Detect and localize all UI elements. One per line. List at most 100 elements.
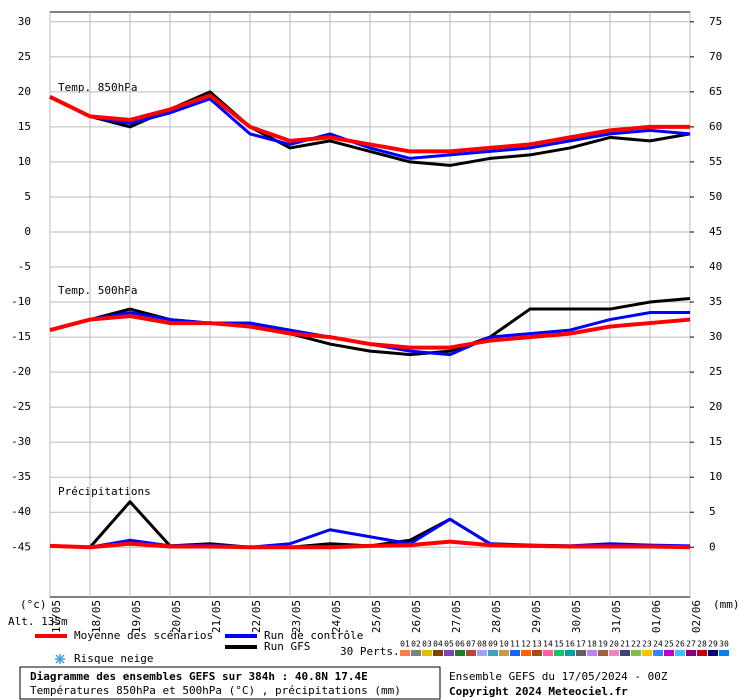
- y2-tick-label: 15: [709, 435, 722, 448]
- snow-icon: [55, 654, 65, 664]
- pert-label: 10: [499, 640, 509, 649]
- x-tick-label: 25/05: [370, 600, 383, 633]
- pert-label: 26: [675, 640, 685, 649]
- series-line: [49, 93, 690, 154]
- y2-tick-label: 70: [709, 50, 722, 63]
- pert-label: 27: [686, 640, 696, 649]
- y-tick-label: 10: [18, 155, 31, 168]
- legend-label: Run GFS: [264, 640, 310, 653]
- x-tick-label: 29/05: [530, 600, 543, 633]
- x-tick-label: 28/05: [490, 600, 503, 633]
- pert-label: 21: [620, 640, 630, 649]
- panel-label: Précipitations: [58, 485, 151, 498]
- pert-swatch: [554, 650, 564, 656]
- pert-swatch: [565, 650, 575, 656]
- y-tick-label: -5: [18, 260, 31, 273]
- pert-label: 07: [466, 640, 476, 649]
- perts-label: 30 Perts.: [340, 645, 400, 658]
- x-tick-label: 31/05: [610, 600, 623, 633]
- x-tick-label: 17/05: [50, 600, 63, 633]
- pert-label: 30: [719, 640, 729, 649]
- y2-tick-label: 30: [709, 330, 722, 343]
- y2-tick-label: 25: [709, 365, 722, 378]
- pert-label: 02: [411, 640, 421, 649]
- pert-swatch: [609, 650, 619, 656]
- pert-label: 18: [587, 640, 597, 649]
- x-tick-label: 27/05: [450, 600, 463, 633]
- panel-label: Temp. 500hPa: [58, 284, 137, 297]
- y2-tick-label: 20: [709, 400, 722, 413]
- x-tick-label: 26/05: [410, 600, 423, 633]
- x-tick-label: 18/05: [90, 600, 103, 633]
- y2-tick-label: 45: [709, 225, 722, 238]
- footer-title: Diagramme des ensembles GEFS sur 384h : …: [30, 670, 368, 683]
- pert-swatch: [576, 650, 586, 656]
- x-tick-label: 02/06: [690, 600, 703, 633]
- pert-label: 04: [433, 640, 443, 649]
- pert-swatch: [598, 650, 608, 656]
- y-tick-label: -25: [11, 400, 31, 413]
- pert-swatch: [422, 650, 432, 656]
- y-tick-label: -20: [11, 365, 31, 378]
- y2-tick-label: 0: [709, 540, 716, 553]
- pert-label: 22: [631, 640, 641, 649]
- series-line: [49, 539, 691, 550]
- series-line: [49, 95, 691, 160]
- pert-swatch: [620, 650, 630, 656]
- y-tick-label: -10: [11, 295, 31, 308]
- x-tick-label: 20/05: [170, 600, 183, 633]
- pert-label: 28: [697, 640, 707, 649]
- snow-label: Risque neige: [74, 652, 153, 665]
- pert-swatch: [510, 650, 520, 656]
- y2-tick-label: 65: [709, 85, 722, 98]
- pert-label: 13: [532, 640, 542, 649]
- run-info: Ensemble GEFS du 17/05/2024 - 00Z: [449, 670, 668, 683]
- pert-label: 06: [455, 640, 465, 649]
- copyright: Copyright 2024 Meteociel.fr: [449, 685, 628, 698]
- y-tick-label: 15: [18, 120, 31, 133]
- pert-swatch: [697, 650, 707, 656]
- pert-label: 14: [543, 640, 553, 649]
- pert-swatch: [708, 650, 718, 656]
- x-tick-label: 19/05: [130, 600, 143, 633]
- y-axis-label: (°c): [20, 598, 47, 611]
- legend-label: Run de contrôle: [264, 629, 363, 642]
- x-tick-label: 30/05: [570, 600, 583, 633]
- pert-label: 23: [642, 640, 652, 649]
- x-tick-label: 23/05: [290, 600, 303, 633]
- pert-label: 12: [521, 640, 531, 649]
- x-tick-label: 24/05: [330, 600, 343, 633]
- pert-swatch: [642, 650, 652, 656]
- panel-label: Temp. 850hPa: [58, 81, 137, 94]
- pert-label: 20: [609, 640, 619, 649]
- y-tick-label: 20: [18, 85, 31, 98]
- y-tick-label: -30: [11, 435, 31, 448]
- y2-axis-label: (mm): [713, 598, 740, 611]
- y2-tick-label: 55: [709, 155, 722, 168]
- pert-swatch: [455, 650, 465, 656]
- pert-swatch: [664, 650, 674, 656]
- legend-label: Moyenne des scénarios: [74, 629, 213, 642]
- pert-swatch: [719, 650, 729, 656]
- pert-swatch: [532, 650, 542, 656]
- pert-swatch: [675, 650, 685, 656]
- pert-swatch: [477, 650, 487, 656]
- y-tick-label: 5: [24, 190, 31, 203]
- pert-label: 03: [422, 640, 432, 649]
- y2-tick-label: 10: [709, 470, 722, 483]
- y-tick-label: -45: [11, 540, 31, 553]
- pert-label: 19: [598, 640, 608, 649]
- pert-label: 11: [510, 640, 520, 649]
- footer-box: [19, 666, 441, 700]
- y-tick-label: -15: [11, 330, 31, 343]
- pert-label: 16: [565, 640, 575, 649]
- pert-swatch: [488, 650, 498, 656]
- pert-label: 05: [444, 640, 454, 649]
- y-tick-label: 0: [24, 225, 31, 238]
- y2-tick-label: 35: [709, 295, 722, 308]
- pert-label: 08: [477, 640, 487, 649]
- pert-swatch: [631, 650, 641, 656]
- pert-label: 17: [576, 640, 586, 649]
- pert-label: 09: [488, 640, 498, 649]
